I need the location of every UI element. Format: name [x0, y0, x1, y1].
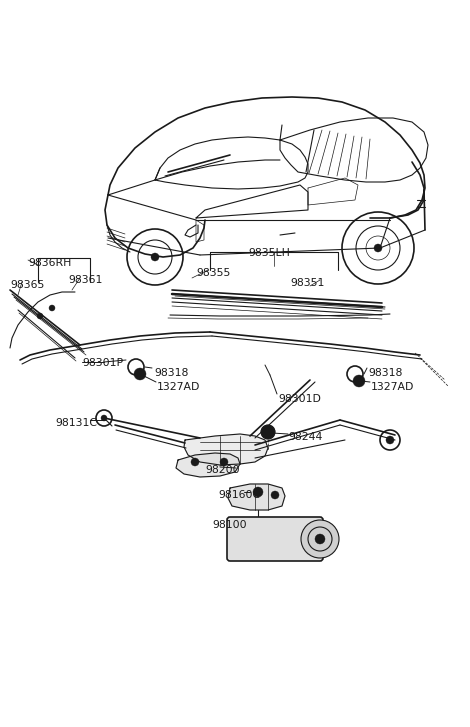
- Polygon shape: [228, 484, 285, 510]
- Text: 98160C: 98160C: [218, 490, 260, 500]
- Text: 98301D: 98301D: [278, 394, 321, 404]
- Circle shape: [134, 368, 146, 380]
- Text: 1327AD: 1327AD: [157, 382, 200, 392]
- Text: 98355: 98355: [196, 268, 230, 278]
- Circle shape: [220, 458, 228, 466]
- Text: 98361: 98361: [68, 275, 102, 285]
- Text: 98365: 98365: [10, 280, 44, 290]
- Text: 9836RH: 9836RH: [28, 258, 71, 268]
- Circle shape: [151, 253, 159, 261]
- Text: 98244: 98244: [288, 432, 322, 442]
- Circle shape: [37, 313, 43, 319]
- Text: 9835LH: 9835LH: [248, 248, 290, 258]
- Circle shape: [49, 305, 55, 311]
- Circle shape: [374, 244, 382, 252]
- Circle shape: [101, 415, 107, 421]
- Polygon shape: [176, 453, 240, 477]
- Text: 98200: 98200: [205, 465, 240, 475]
- Circle shape: [271, 491, 279, 499]
- Text: 98351: 98351: [290, 278, 324, 288]
- Circle shape: [386, 436, 394, 444]
- Text: 98318: 98318: [368, 368, 402, 378]
- Polygon shape: [184, 434, 268, 465]
- Text: 1327AD: 1327AD: [371, 382, 415, 392]
- Circle shape: [253, 487, 263, 497]
- FancyBboxPatch shape: [227, 517, 323, 561]
- Circle shape: [315, 534, 325, 544]
- Circle shape: [191, 458, 199, 466]
- Text: 98301P: 98301P: [82, 358, 123, 368]
- Circle shape: [261, 425, 275, 439]
- Text: 98318: 98318: [154, 368, 188, 378]
- Circle shape: [301, 520, 339, 558]
- Circle shape: [353, 375, 365, 387]
- Text: 98131C: 98131C: [55, 418, 97, 428]
- Text: 98100: 98100: [212, 520, 247, 530]
